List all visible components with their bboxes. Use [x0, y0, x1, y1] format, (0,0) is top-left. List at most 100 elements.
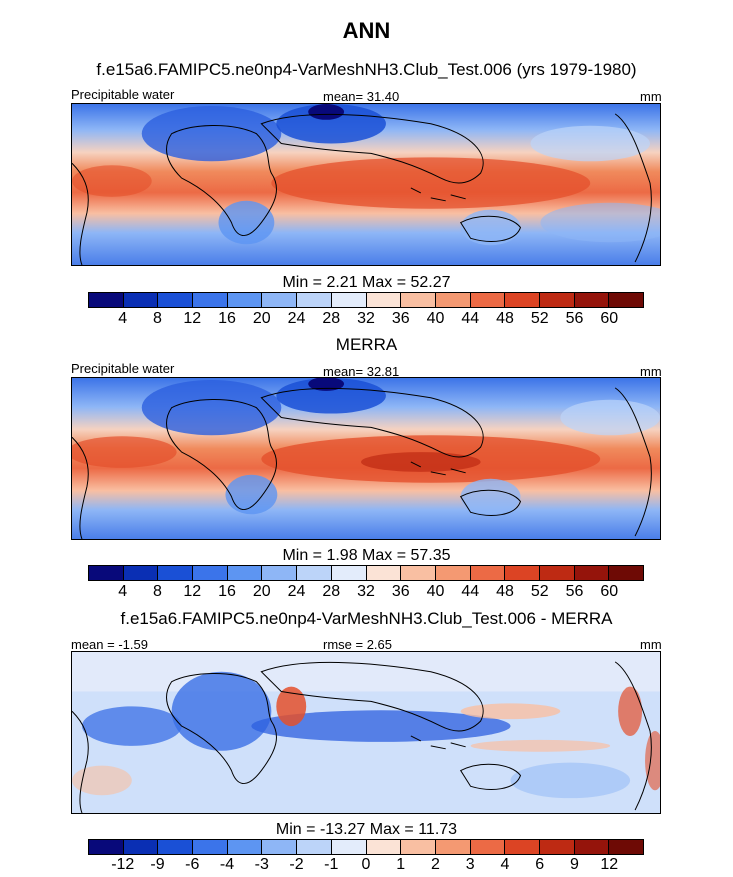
panel-3-title: f.e15a6.FAMIPC5.ne0np4-VarMeshNH3.Club_T…: [120, 609, 613, 628]
panel-2-colorbar-box: [539, 566, 575, 580]
colorbar-tick-label: 12: [183, 310, 202, 327]
panel-3-colorbar-box: [262, 840, 298, 854]
panel-1-variable-label: Precipitable water: [71, 87, 175, 102]
colorbar-tick-label: 48: [496, 583, 514, 600]
panel-2-colorbar-box: [331, 566, 367, 580]
colorbar-tick-label: 40: [426, 583, 445, 600]
panel-3-colorbar-box: [297, 840, 332, 854]
colorbar-tick-label: 44: [461, 310, 480, 327]
panel-2-colorbar-box: [470, 566, 506, 580]
panel-2-colorbar-box: [401, 566, 436, 580]
colorbar-tick-label: 2: [431, 856, 440, 873]
panel-1-colorbar-box: [89, 293, 124, 307]
panel-1-colorbar-box: [609, 293, 643, 307]
colorbar-tick-label: -12: [111, 856, 135, 873]
panel-1-colorbar-box: [331, 293, 367, 307]
panel-2-colorbar-box: [297, 566, 332, 580]
colorbar-tick-label: 52: [530, 583, 549, 600]
panel-3-units-label: mm: [640, 637, 662, 652]
panel-3-colorbar-box: [574, 840, 610, 854]
panel-3-colorbar-box: [227, 840, 263, 854]
colorbar-tick-label: -6: [185, 856, 200, 873]
panel-3-colorbar: [88, 839, 644, 855]
colorbar-tick-label: 56: [565, 583, 584, 600]
colorbar-tick-label: 24: [287, 583, 306, 600]
colorbar-tick-label: 36: [391, 310, 410, 327]
panel-2-colorbar-box: [366, 566, 402, 580]
colorbar-tick-label: 60: [600, 310, 619, 327]
colorbar-tick-label: 28: [322, 583, 341, 600]
panel-2-colorbar-box: [574, 566, 610, 580]
panel-2-colorbar-box: [193, 566, 228, 580]
colorbar-tick-label: 20: [252, 583, 271, 600]
colorbar-tick-label: 3: [465, 856, 475, 873]
panel-1-colorbar-ticks: 4 8 12 16 20 24 28 32 36 40 44 48 52 56 …: [88, 310, 644, 328]
colorbar-tick-label: 9: [570, 856, 579, 873]
colorbar-tick-label: -3: [254, 856, 269, 873]
panel-2-colorbar-box: [505, 566, 540, 580]
colorbar-tick-label: 6: [535, 856, 545, 873]
panel-1-minmax: Min = 2.21 Max = 52.27: [282, 274, 451, 291]
colorbar-tick-label: 40: [426, 310, 445, 327]
panel-3-minmax: Min = -13.27 Max = 11.73: [275, 821, 458, 838]
panel-1-map: [71, 103, 661, 266]
colorbar-tick-label: 24: [287, 310, 306, 327]
panel-3-colorbar-box: [609, 840, 643, 854]
panel-3-colorbar-box: [193, 840, 228, 854]
panel-3-colorbar-box: [401, 840, 436, 854]
colorbar-tick-label: -4: [219, 856, 235, 873]
panel-2-colorbar-box: [158, 566, 194, 580]
colorbar-tick-label: 4: [500, 856, 510, 873]
figure-title: ANN: [342, 18, 391, 43]
colorbar-tick-label: -9: [150, 856, 165, 873]
colorbar-tick-label: 20: [252, 310, 271, 327]
colorbar-tick-label: 44: [461, 583, 480, 600]
colorbar-tick-label: 48: [496, 310, 514, 327]
colorbar-tick-label: 0: [361, 856, 371, 873]
panel-3-map: [71, 651, 661, 814]
panel-2-colorbar-box: [123, 566, 159, 580]
panel-2-map-field: [72, 378, 660, 539]
panel-2-colorbar-box: [262, 566, 298, 580]
colorbar-tick-label: 36: [391, 583, 410, 600]
panel-3-colorbar-box: [123, 840, 159, 854]
panel-1-title: f.e15a6.FAMIPC5.ne0np4-VarMeshNH3.Club_T…: [96, 60, 637, 79]
panel-3-colorbar-box: [470, 840, 506, 854]
panel-3-colorbar-box: [505, 840, 540, 854]
colorbar-tick-label: 12: [600, 856, 619, 873]
panel-3-colorbar-box: [539, 840, 575, 854]
colorbar-tick-label: 1: [396, 856, 406, 873]
colorbar-tick-label: 60: [600, 583, 619, 600]
panel-1-colorbar-box: [123, 293, 159, 307]
panel-1-colorbar-box: [193, 293, 228, 307]
colorbar-tick-label: 56: [565, 310, 584, 327]
panel-1-colorbar-box: [435, 293, 471, 307]
panel-2-colorbar-box: [89, 566, 124, 580]
panel-1-colorbar-box: [505, 293, 540, 307]
panel-2-colorbar: [88, 565, 644, 581]
colorbar-tick-label: 16: [218, 583, 236, 600]
panel-1-colorbar-box: [574, 293, 610, 307]
panel-3-rmse-label: rmse = 2.65: [323, 637, 393, 652]
panel-3-mean-label: mean = -1.59: [71, 637, 148, 652]
panel-2-colorbar-box: [227, 566, 263, 580]
panel-2-map: [71, 377, 661, 540]
colorbar-tick-label: 8: [153, 583, 162, 600]
colorbar-tick-label: 4: [118, 310, 128, 327]
panel-1-colorbar-box: [401, 293, 436, 307]
colorbar-tick-label: 52: [530, 310, 549, 327]
panel-1-map-field: [72, 104, 660, 265]
colorbar-tick-label: -1: [324, 856, 339, 873]
panel-3-colorbar-box: [435, 840, 471, 854]
panel-1-colorbar-box: [539, 293, 575, 307]
panel-1-colorbar: [88, 292, 644, 308]
panel-2-title: MERRA: [335, 335, 398, 354]
panel-1-colorbar-box: [297, 293, 332, 307]
colorbar-tick-label: 32: [357, 310, 375, 327]
colorbar-tick-label: 4: [118, 583, 128, 600]
colorbar-tick-label: 28: [322, 310, 341, 327]
panel-1-colorbar-box: [262, 293, 298, 307]
colorbar-tick-label: 12: [183, 583, 202, 600]
panel-3-map-field: [72, 652, 660, 813]
panel-3-colorbar-ticks: -12 -9 -6 -4 -3 -2 -1 0 1 2 3 4 6 9 12: [88, 856, 644, 874]
